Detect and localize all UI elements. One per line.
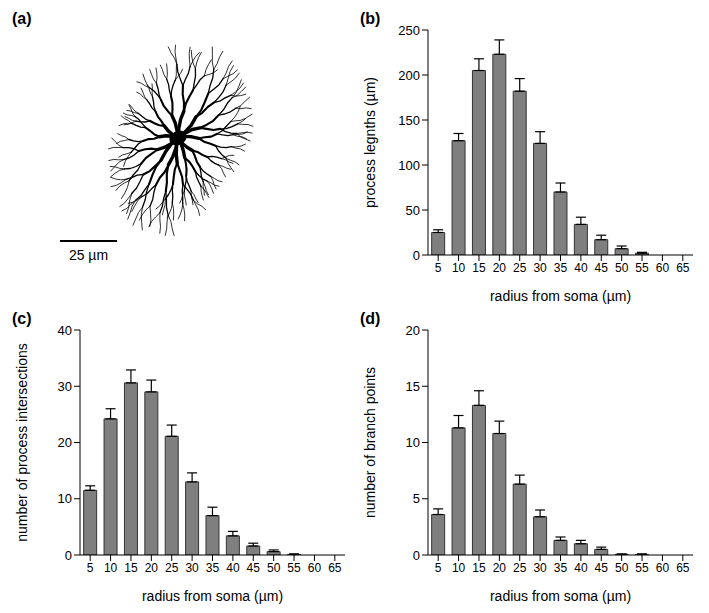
svg-text:radius from soma (µm): radius from soma (µm) [142, 588, 283, 604]
svg-text:55: 55 [635, 561, 649, 575]
html-text:(b): (b) [360, 10, 381, 27]
svg-text:20: 20 [145, 561, 159, 575]
svg-text:process legnths (µm): process legnths (µm) [362, 77, 378, 208]
svg-text:15: 15 [406, 379, 420, 394]
svg-text:20: 20 [406, 323, 420, 338]
svg-text:number of process intersection: number of process intersections [14, 343, 30, 541]
html-text:(c): (c) [12, 310, 32, 327]
svg-text:5: 5 [413, 491, 420, 506]
svg-text:25: 25 [165, 561, 179, 575]
svg-text:30: 30 [185, 561, 199, 575]
svg-text:number of branch points: number of branch points [362, 367, 378, 518]
svg-text:10: 10 [452, 561, 466, 575]
svg-text:35: 35 [554, 561, 568, 575]
svg-text:10: 10 [104, 561, 118, 575]
svg-text:45: 45 [247, 561, 261, 575]
svg-text:5: 5 [435, 561, 442, 575]
svg-text:20: 20 [493, 561, 507, 575]
svg-text:30: 30 [533, 261, 547, 275]
svg-text:35: 35 [206, 561, 220, 575]
svg-text:45: 45 [595, 261, 609, 275]
svg-text:60: 60 [656, 261, 670, 275]
svg-text:65: 65 [676, 561, 690, 575]
svg-text:50: 50 [615, 261, 629, 275]
svg-text:10: 10 [452, 261, 466, 275]
html-text:(d): (d) [360, 310, 381, 327]
svg-text:100: 100 [398, 158, 420, 173]
svg-text:40: 40 [58, 323, 72, 338]
svg-text:5: 5 [87, 561, 94, 575]
svg-text:50: 50 [406, 203, 420, 218]
svg-text:60: 60 [656, 561, 670, 575]
svg-text:25 µm: 25 µm [69, 247, 108, 263]
svg-text:25: 25 [513, 261, 527, 275]
svg-text:45: 45 [595, 561, 609, 575]
svg-text:150: 150 [398, 113, 420, 128]
svg-text:25: 25 [513, 561, 527, 575]
svg-text:40: 40 [574, 561, 588, 575]
svg-text:radius from soma (µm): radius from soma (µm) [490, 588, 631, 604]
svg-text:radius from soma (µm): radius from soma (µm) [490, 288, 631, 304]
svg-text:50: 50 [267, 561, 281, 575]
svg-text:15: 15 [472, 561, 486, 575]
svg-text:40: 40 [226, 561, 240, 575]
svg-text:30: 30 [533, 561, 547, 575]
svg-text:20: 20 [493, 261, 507, 275]
svg-text:65: 65 [328, 561, 342, 575]
svg-text:5: 5 [435, 261, 442, 275]
svg-text:55: 55 [635, 261, 649, 275]
svg-text:10: 10 [58, 491, 72, 506]
html-text:(a): (a) [12, 10, 32, 27]
svg-text:0: 0 [413, 548, 420, 563]
svg-text:35: 35 [554, 261, 568, 275]
svg-text:55: 55 [287, 561, 301, 575]
svg-text:250: 250 [398, 23, 420, 38]
svg-text:20: 20 [58, 435, 72, 450]
svg-text:65: 65 [676, 261, 690, 275]
svg-text:30: 30 [58, 379, 72, 394]
svg-text:60: 60 [308, 561, 322, 575]
svg-text:0: 0 [65, 548, 72, 563]
svg-text:40: 40 [574, 261, 588, 275]
svg-text:10: 10 [406, 435, 420, 450]
svg-text:50: 50 [615, 561, 629, 575]
svg-text:15: 15 [124, 561, 138, 575]
svg-text:200: 200 [398, 68, 420, 83]
svg-text:15: 15 [472, 261, 486, 275]
svg-text:0: 0 [413, 248, 420, 263]
